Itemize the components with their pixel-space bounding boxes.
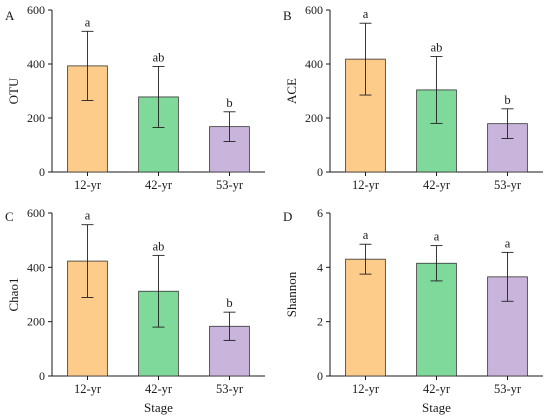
y-tick-label: 2 [317,315,323,329]
significance-label: ab [153,239,165,253]
y-tick-label: 600 [27,206,45,220]
panel-letter: C [5,209,14,224]
x-tick-label: 42-yr [145,178,173,192]
x-tick-label: 12-yr [74,382,102,396]
panel-letter: B [283,8,292,23]
y-axis-label: OTU [6,77,21,104]
y-tick-label: 600 [305,3,323,17]
x-tick-label: 42-yr [145,382,173,396]
y-tick-label: 400 [305,57,323,71]
panel-letter: A [5,8,15,23]
y-tick-label: 200 [27,111,45,125]
y-tick-label: 400 [27,57,45,71]
x-tick-label: 42-yr [423,382,451,396]
x-tick-label: 42-yr [423,178,451,192]
chart-panel-d: D 0 2 4 6 Shannon a 12-yr a 42-yr a 53-yr Stage [283,206,543,415]
x-tick-label: 53-yr [216,178,244,192]
y-tick-label: 6 [317,206,323,220]
bar-42-yr [416,262,457,377]
y-tick-label: 0 [39,165,45,179]
significance-label: b [226,96,232,110]
x-axis-label: Stage [422,400,451,415]
y-tick-label: 200 [27,315,45,329]
significance-label: a [505,236,511,250]
x-axis-label: Stage [144,400,173,415]
y-tick-label: 0 [317,165,323,179]
significance-label: ab [431,40,443,54]
y-tick-label: 200 [305,111,323,125]
x-tick-label: 12-yr [74,178,102,192]
x-tick-label: 12-yr [352,382,380,396]
significance-label: b [226,296,232,310]
chart-panel-c: C 0 200 400 600 Chao1 a 12-yr ab 42-yr b 53-yr Stage [5,206,265,415]
bar-12-yr [345,258,386,377]
significance-label: a [434,230,440,244]
significance-label: a [85,15,91,29]
y-tick-label: 0 [39,369,45,383]
significance-label: ab [153,50,165,64]
y-tick-label: 0 [317,369,323,383]
y-axis-label: ACE [284,78,299,104]
y-tick-label: 600 [27,3,45,17]
x-tick-label: 53-yr [494,178,522,192]
significance-label: a [363,228,369,242]
y-axis-label: Shannon [284,271,299,317]
panel-letter: D [283,209,292,224]
x-tick-label: 53-yr [494,382,522,396]
y-axis-label: Chao1 [6,278,21,312]
chart-panel-b: B 0 200 400 600 ACE a 12-yr ab 42-yr b 53-yr [283,3,543,192]
significance-label: b [504,93,510,107]
x-tick-label: 12-yr [352,178,380,192]
x-tick-label: 53-yr [216,382,244,396]
significance-label: a [363,7,369,21]
y-tick-label: 4 [317,260,323,274]
significance-label: a [85,209,91,223]
y-tick-label: 400 [27,260,45,274]
chart-panel-a: A 0 200 400 600 OTU a 12-yr ab 42-yr b 53-yr [5,3,265,192]
